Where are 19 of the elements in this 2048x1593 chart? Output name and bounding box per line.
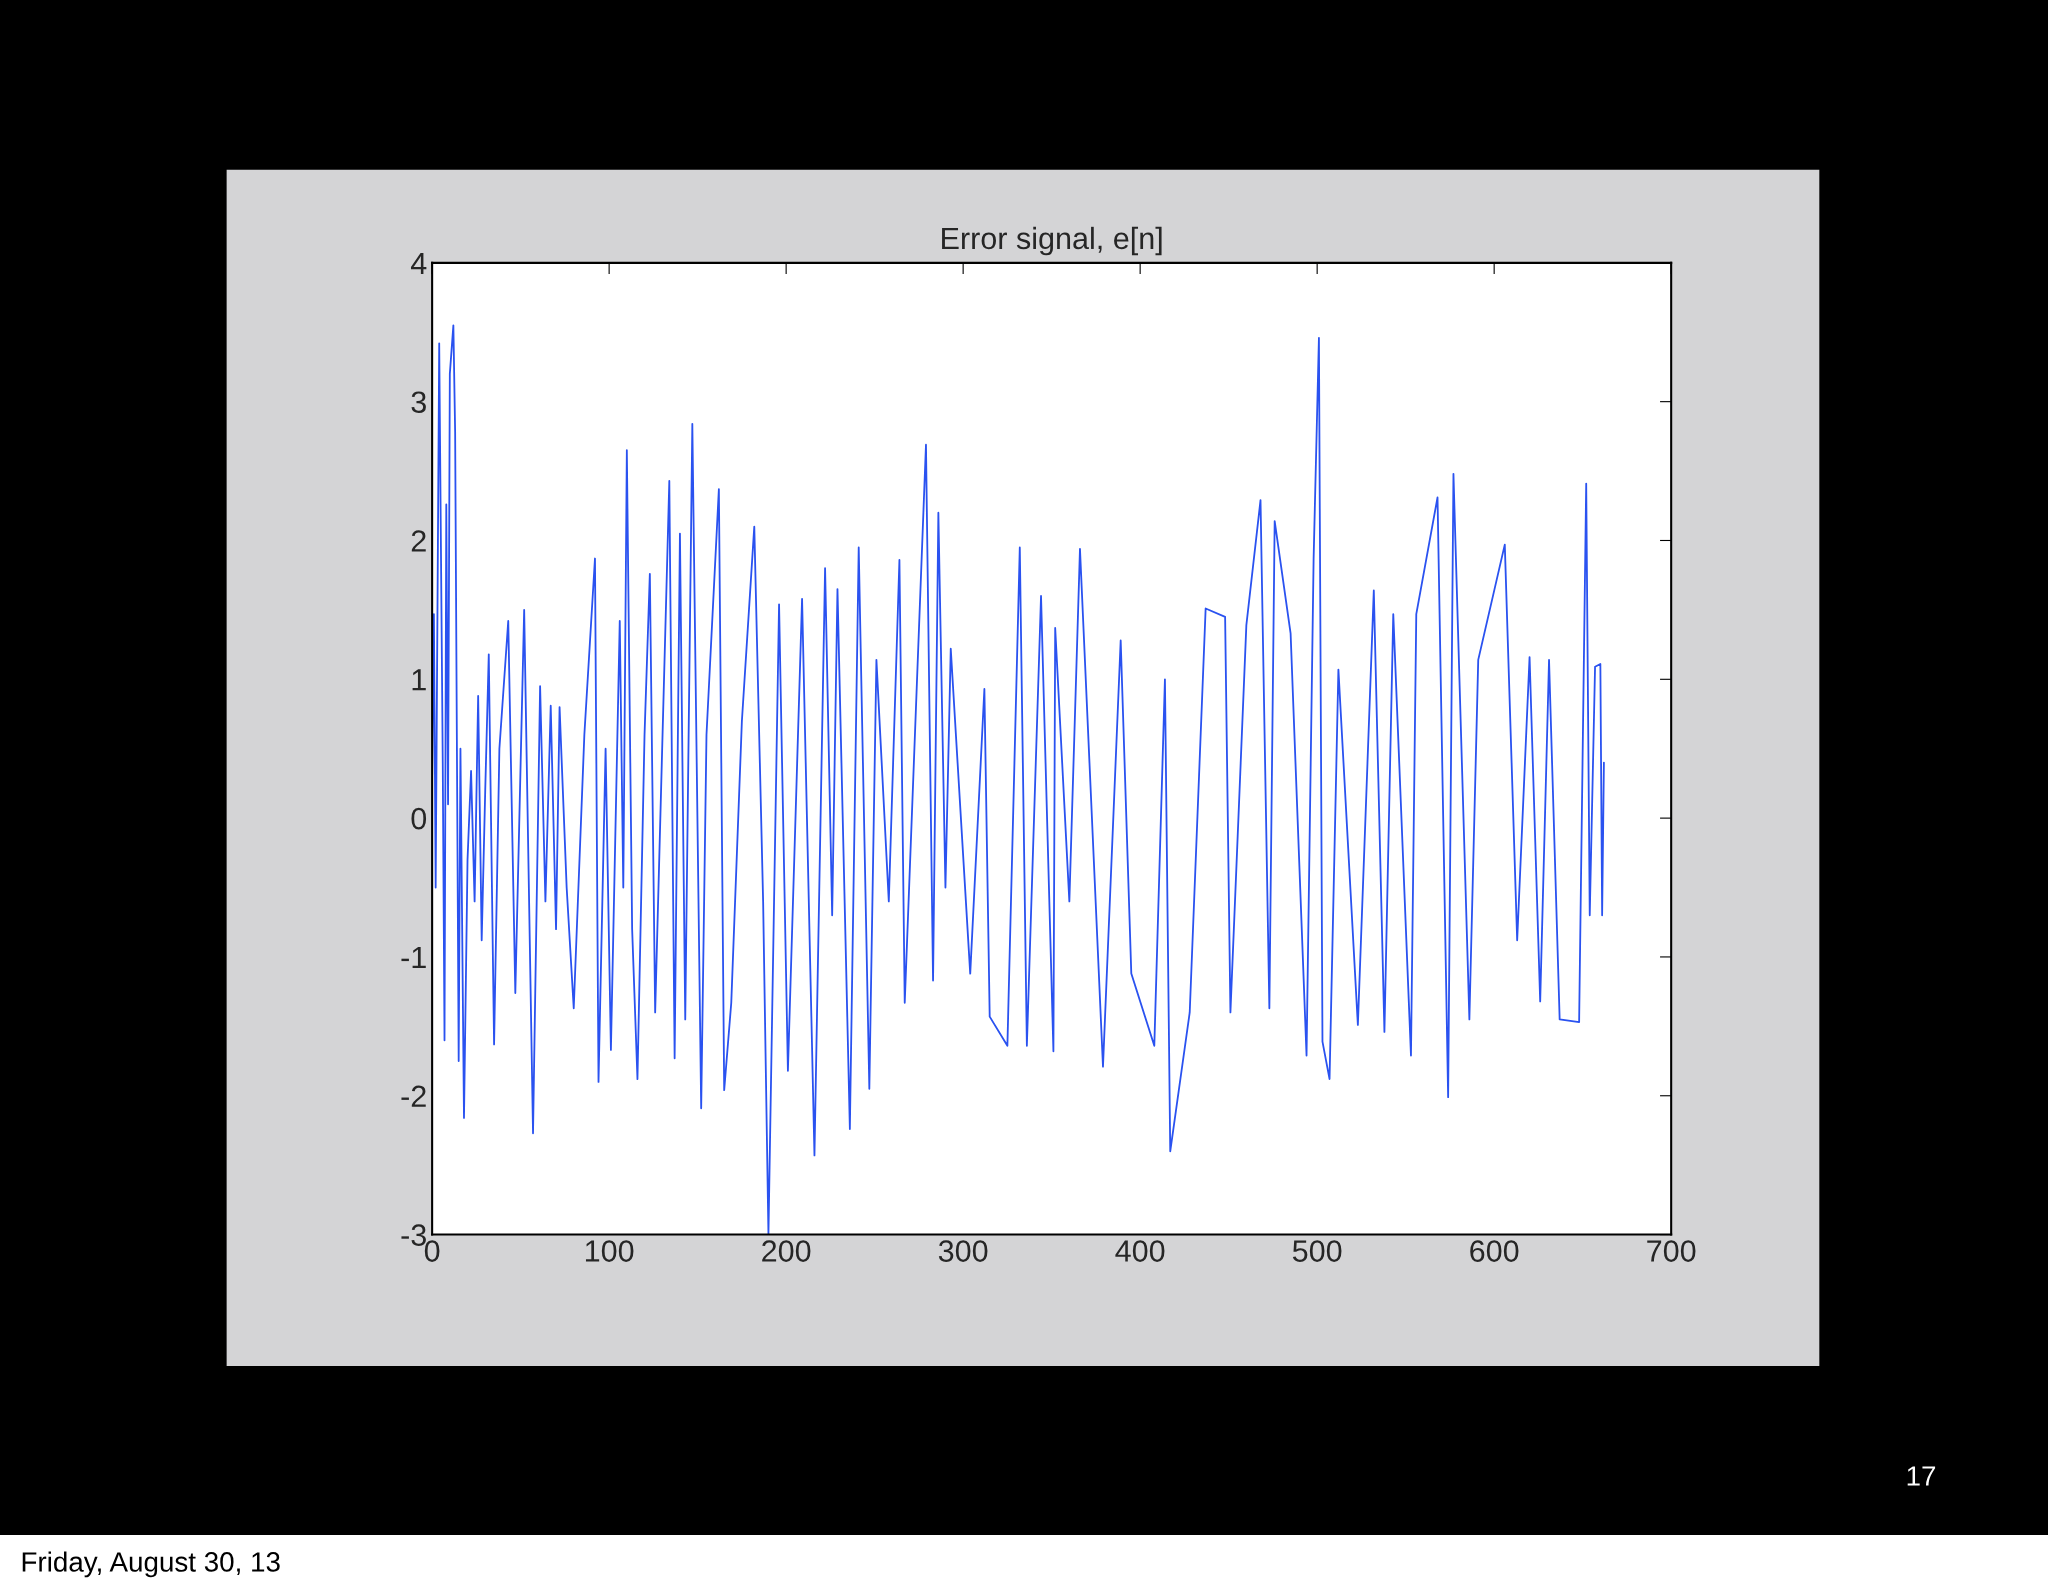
x-tick-label: 300 bbox=[938, 1240, 988, 1262]
y-tick-label: -3 bbox=[401, 1224, 426, 1246]
y-tick-label: 4 bbox=[410, 252, 427, 274]
y-tick-label: 0 bbox=[411, 807, 427, 830]
x-tick-label: 600 bbox=[1470, 1240, 1519, 1262]
line-series bbox=[432, 324, 1605, 1235]
y-tick-label: 3 bbox=[411, 391, 426, 414]
chart-title: Error signal, e[n] bbox=[942, 226, 1162, 256]
x-tick-label: 700 bbox=[1647, 1240, 1696, 1262]
y-tick-label: 2 bbox=[411, 530, 426, 552]
x-tick-label: 500 bbox=[1292, 1240, 1342, 1262]
x-tick-label: 200 bbox=[762, 1240, 811, 1262]
text: 17 bbox=[1907, 1466, 1936, 1486]
x-tick-label: 400 bbox=[1115, 1240, 1165, 1262]
y-tick-label: -2 bbox=[401, 1085, 426, 1107]
y-tick-label: -1 bbox=[401, 946, 426, 969]
y-tick-label: 1 bbox=[412, 669, 426, 691]
text: Friday, August 30, 13 bbox=[22, 1551, 280, 1578]
x-tick-label: 100 bbox=[585, 1240, 634, 1262]
